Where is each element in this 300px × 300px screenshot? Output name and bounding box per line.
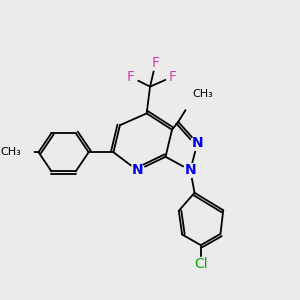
- Text: Cl: Cl: [194, 257, 208, 271]
- Text: F: F: [169, 70, 177, 84]
- Text: CH₃: CH₃: [192, 89, 213, 99]
- Text: F: F: [152, 56, 160, 70]
- Text: N: N: [191, 136, 203, 150]
- Text: F: F: [126, 70, 134, 84]
- Text: CH₃: CH₃: [1, 147, 21, 157]
- Text: N: N: [184, 163, 196, 177]
- Text: N: N: [132, 163, 143, 177]
